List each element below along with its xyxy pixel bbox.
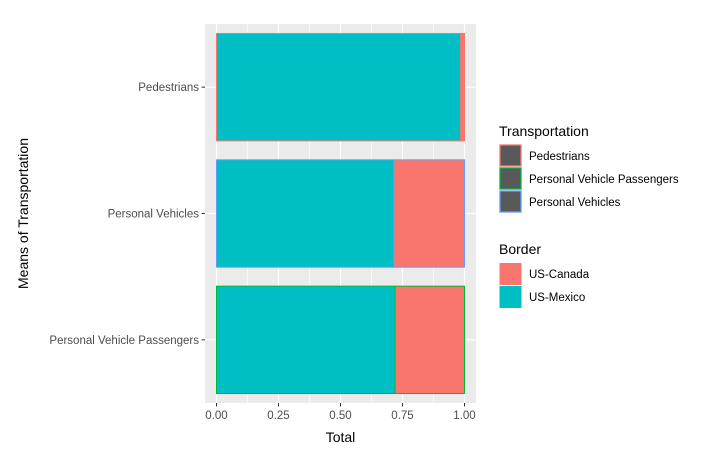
bar-us-mexico-pedestrians: [216, 32, 462, 142]
y-tick-label: Personal Vehicles: [108, 209, 200, 221]
legend-label: Pedestrians: [529, 151, 590, 163]
y-axis-title: Means of Transportation: [15, 138, 31, 289]
legend-label: Personal Vehicle Passengers: [529, 174, 679, 186]
legend-key: [499, 167, 522, 190]
bar-us-canada-personal-vehicle-passengers: [394, 285, 465, 395]
legend-title: Border: [499, 241, 541, 257]
x-tick-label: 0.75: [391, 410, 413, 422]
legend-key: [499, 144, 522, 167]
x-tick-label: 0.00: [205, 410, 227, 422]
bars: [216, 32, 466, 395]
legend-key: [499, 190, 522, 213]
y-tick-label: Pedestrians: [138, 82, 199, 94]
y-tick-label: Personal Vehicle Passengers: [49, 335, 199, 347]
bar-us-mexico-personal-vehicles: [216, 159, 395, 268]
legend-label: US-Mexico: [529, 292, 585, 304]
x-tick-label: 1.00: [453, 410, 475, 422]
bar-us-canada-personal-vehicles: [393, 159, 466, 268]
legend-label: Personal Vehicles: [529, 197, 621, 209]
legend-key: [499, 263, 522, 285]
x-tick-label: 0.25: [267, 410, 289, 422]
legend-title: Transportation: [499, 123, 589, 139]
x-axis-title: Total: [326, 429, 356, 445]
legend-key: [499, 286, 522, 308]
x-tick-label: 0.50: [329, 410, 351, 422]
axes: Pedestrians Personal Vehicles Personal Veh…: [49, 82, 475, 422]
bar-us-canada-pedestrians: [460, 32, 465, 142]
legend-label: US-Canada: [529, 269, 590, 281]
bar-us-mexico-personal-vehicle-passengers: [216, 285, 396, 395]
legends: Transportation Pedestrians Personal Vehicl…: [499, 123, 679, 308]
